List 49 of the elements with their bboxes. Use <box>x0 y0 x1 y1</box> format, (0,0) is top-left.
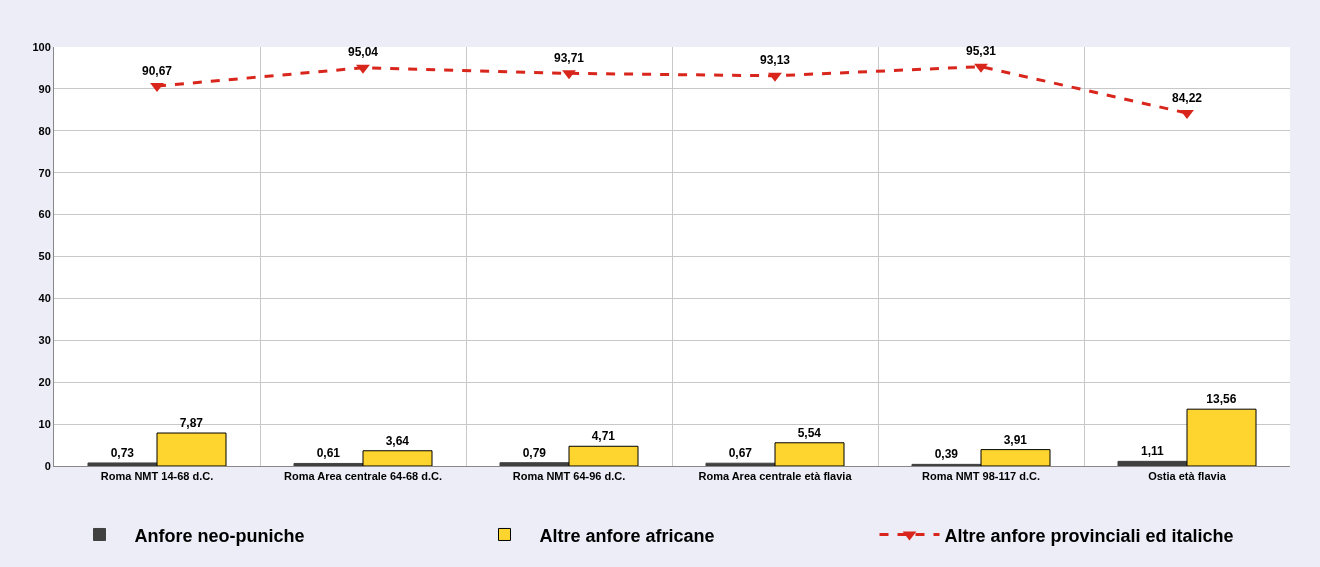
bar <box>568 445 639 466</box>
data-label: 0,39 <box>934 447 959 462</box>
bar <box>156 432 227 466</box>
y-tick-label: 0 <box>44 459 51 472</box>
data-label: 7,87 <box>179 416 204 431</box>
bar <box>705 462 776 466</box>
legend-label: Altre anfore provinciali ed italiche <box>944 525 1234 546</box>
bar <box>1117 460 1188 466</box>
data-label: 5,54 <box>797 425 822 440</box>
bar <box>1186 408 1257 466</box>
y-tick-label: 20 <box>38 376 51 389</box>
bar <box>774 442 845 466</box>
data-label: 13,56 <box>1206 392 1237 407</box>
y-tick-label: 50 <box>38 250 51 263</box>
y-tick-label: 30 <box>38 334 51 347</box>
data-label: 4,71 <box>591 429 616 444</box>
data-label: 93,13 <box>759 53 791 68</box>
data-label: 3,91 <box>1003 432 1028 447</box>
bar <box>499 462 570 466</box>
data-label: 0,73 <box>110 445 135 460</box>
legend-label: Altre anfore africane <box>539 525 715 546</box>
y-tick-label: 70 <box>38 166 51 179</box>
data-label: 95,31 <box>965 44 997 59</box>
data-label: 1,11 <box>1140 444 1164 459</box>
bar <box>980 449 1051 466</box>
x-tick-label: Roma NMT 64-96 d.C. <box>512 470 626 483</box>
x-tick-label: Roma NMT 98-117 d.C. <box>922 470 1040 483</box>
data-label: 93,71 <box>553 50 585 65</box>
x-tick-label: Roma Area centrale età flavia <box>698 470 853 483</box>
y-tick-label: 10 <box>38 417 51 430</box>
legend-label: Anfore neo-puniche <box>134 525 305 546</box>
y-tick-label: 90 <box>38 82 51 95</box>
data-label: 0,67 <box>728 446 753 461</box>
y-tick-label: 100 <box>32 40 51 53</box>
x-tick-label: Roma NMT 14-68 d.C. <box>100 470 214 483</box>
x-tick-label: Roma Area centrale 64-68 d.C. <box>284 470 442 483</box>
data-label: 90,67 <box>141 63 173 78</box>
data-label: 0,79 <box>522 445 547 460</box>
bar <box>293 462 364 466</box>
y-tick-label: 80 <box>38 124 51 137</box>
x-tick-label: Ostia età flavia <box>1148 470 1227 483</box>
data-label: 95,04 <box>347 45 379 60</box>
bar <box>362 450 433 466</box>
y-tick-label: 40 <box>38 292 51 305</box>
data-label: 0,61 <box>316 446 341 461</box>
y-tick-label: 60 <box>38 208 51 221</box>
data-label: 84,22 <box>1171 90 1203 105</box>
bar <box>87 462 158 466</box>
data-label: 3,64 <box>385 433 410 448</box>
